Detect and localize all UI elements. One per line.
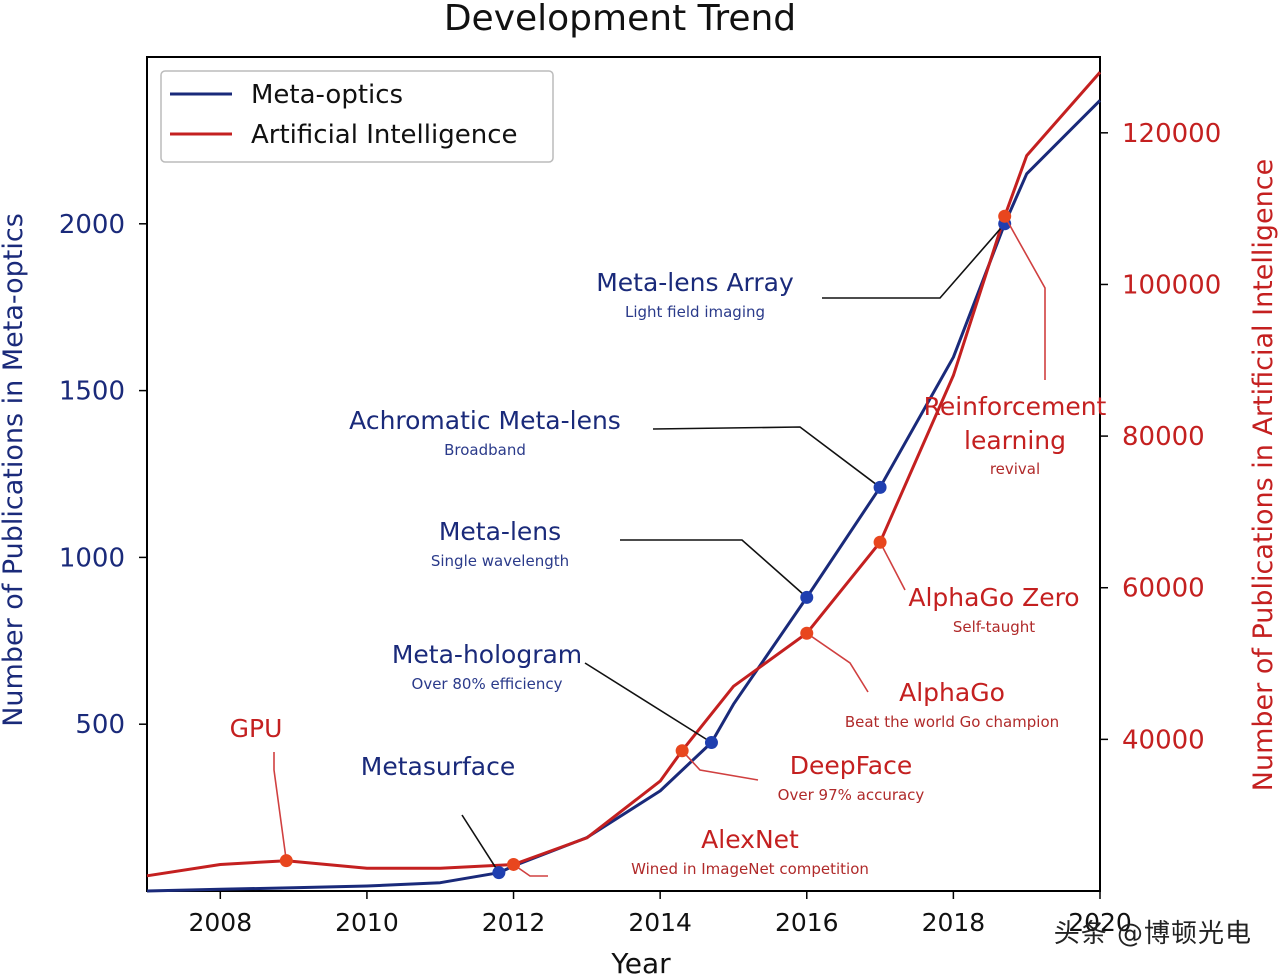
legend-label-ai: Artificial Intelligence <box>251 120 518 150</box>
x-axis-label: Year <box>610 947 671 978</box>
watermark: 头条 @博顿光电 <box>1053 919 1252 949</box>
annotation-subtitle-meta-lens-array: Light field imaging <box>625 303 765 321</box>
annotation-connector-metasurface <box>461 814 500 874</box>
y-right-tick-label-40000: 40000 <box>1122 725 1205 755</box>
annotation-connector-deepface <box>681 750 759 781</box>
annotation-subtitle-alphago-zero: Self-taught <box>953 618 1035 636</box>
series-line-meta-optics <box>146 99 1102 893</box>
annotation-title-metasurface: Metasurface <box>361 752 515 781</box>
annotation-connector-meta-lens-array <box>822 223 1006 299</box>
annotation-title-gpu: GPU <box>230 714 283 743</box>
annotation-title-alexnet: AlexNet <box>701 825 799 854</box>
annotation-title-achromatic-meta-lens: Achromatic Meta-lens <box>349 406 621 435</box>
annotation-title-alphago-zero: AlphaGo Zero <box>908 583 1079 612</box>
annotation-title-meta-lens-array: Meta-lens Array <box>596 268 794 297</box>
annotation-connector-alphago <box>806 632 869 693</box>
annotation-marker-deepface <box>675 744 689 758</box>
annotation-marker-alphago <box>800 626 814 640</box>
annotation-subtitle-alphago: Beat the world Go champion <box>845 713 1059 731</box>
annotation-subtitle-alexnet: Wined in ImageNet competition <box>631 860 869 878</box>
annotation-connector-meta-lens <box>620 539 808 598</box>
legend-box <box>160 70 554 163</box>
plot-frame <box>146 56 1101 892</box>
annotation-title-reinforcement-learning-2: learning <box>964 426 1066 455</box>
x-tick-label-2012: 2012 <box>482 908 546 937</box>
y-right-tick-label-60000: 60000 <box>1122 574 1205 604</box>
x-tick-label-2014: 2014 <box>628 908 692 937</box>
y-axis-label-left: Number of Publications in Meta-optics <box>0 213 29 727</box>
annotation-subtitle-deepface: Over 97% accuracy <box>778 786 925 804</box>
annotation-connector-achromatic-meta-lens <box>652 426 881 488</box>
annotation-connector-meta-hologram <box>584 662 712 744</box>
series-line-artificial-intelligence <box>146 71 1102 878</box>
annotation-subtitle-meta-hologram: Over 80% efficiency <box>412 675 563 693</box>
chart-title: Development Trend <box>444 0 796 39</box>
annotation-title-reinforcement-learning-1: Reinforcement <box>924 392 1107 421</box>
y-left-tick-label-500: 500 <box>75 710 125 740</box>
annotation-title-deepface: DeepFace <box>790 751 912 780</box>
annotation-marker-alexnet <box>507 857 521 871</box>
annotation-marker-metasurface <box>492 866 506 880</box>
y-right-tick-label-120000: 120000 <box>1122 119 1221 149</box>
x-tick-label-2018: 2018 <box>922 908 986 937</box>
annotation-marker-alphago-zero <box>873 535 887 549</box>
y-left-tick-label-1500: 1500 <box>59 377 125 407</box>
y-right-tick-label-80000: 80000 <box>1122 422 1205 452</box>
y-right-tick-label-100000: 100000 <box>1122 270 1221 300</box>
annotation-title-meta-lens: Meta-lens <box>439 517 561 546</box>
x-tick-label-2020: 2020 <box>1068 908 1132 937</box>
annotation-marker-reinforcement-learning <box>998 209 1012 223</box>
legend: Meta-optics Artificial Intelligence <box>160 70 554 163</box>
annotation-marker-gpu <box>279 854 293 868</box>
y-axis-label-right: Number of Publications in Artificial Int… <box>1248 159 1279 791</box>
annotation-subtitle-meta-lens: Single wavelength <box>431 552 569 570</box>
x-tick-label-2010: 2010 <box>335 908 399 937</box>
annotation-connector-reinforcement-learning <box>1004 215 1046 380</box>
annotation-connector-alphago-zero <box>879 541 906 591</box>
y-left-tick-label-1000: 1000 <box>59 543 125 573</box>
annotation-marker-meta-lens <box>800 590 814 604</box>
annotation-marker-achromatic-meta-lens <box>873 480 887 494</box>
legend-label-meta-optics: Meta-optics <box>251 80 403 110</box>
annotation-connector-gpu <box>273 752 288 861</box>
annotation-marker-meta-hologram <box>704 736 718 750</box>
x-tick-label-2008: 2008 <box>188 908 252 937</box>
annotation-subtitle-achromatic-meta-lens: Broadband <box>444 441 526 459</box>
annotation-connector-alexnet <box>513 863 548 877</box>
annotation-title-meta-hologram: Meta-hologram <box>392 640 582 669</box>
x-tick-label-2016: 2016 <box>775 908 839 937</box>
y-left-tick-label-2000: 2000 <box>59 210 125 240</box>
annotation-subtitle-reinforcement-learning: revival <box>990 460 1040 478</box>
annotation-title-alphago: AlphaGo <box>899 678 1005 707</box>
